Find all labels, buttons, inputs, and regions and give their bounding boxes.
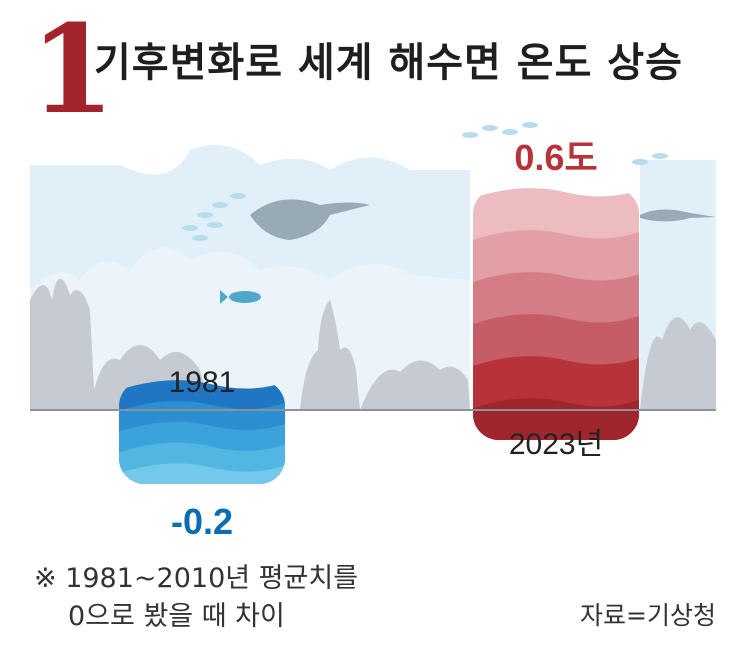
- x-tick-label-2023: 2023년: [509, 428, 603, 461]
- ocean-background: [30, 145, 716, 410]
- data-label-2023: 0.6도: [514, 137, 597, 178]
- coral-reef: [30, 278, 716, 410]
- page-title: 기후변화로 세계 해수면 온도 상승: [94, 40, 683, 86]
- fish-icon: [220, 290, 261, 304]
- header: 1 기후변화로 세계 해수면 온도 상승: [0, 0, 746, 140]
- chart: 1981 2023년 -0.2 0.6도: [30, 122, 716, 540]
- footnote: ※ 1981~2010년 평균치를 0으로 봤을 때 차이: [34, 560, 358, 636]
- fish-school-icon: [182, 122, 668, 241]
- swordfish-icon: [640, 209, 716, 222]
- source-credit: 자료=기상청: [580, 601, 716, 630]
- manta-ray-icon: [250, 199, 370, 240]
- footnote-line-1: ※ 1981~2010년 평균치를: [34, 563, 359, 594]
- footnote-line-2: 0으로 봤을 때 차이: [68, 601, 285, 632]
- bar-2023: [473, 188, 639, 440]
- x-tick-label-1981: 1981: [169, 366, 236, 399]
- data-label-1981: -0.2: [171, 501, 233, 540]
- section-number: 1: [30, 0, 115, 141]
- bar-group: [119, 188, 639, 484]
- bar-1981: [119, 380, 285, 484]
